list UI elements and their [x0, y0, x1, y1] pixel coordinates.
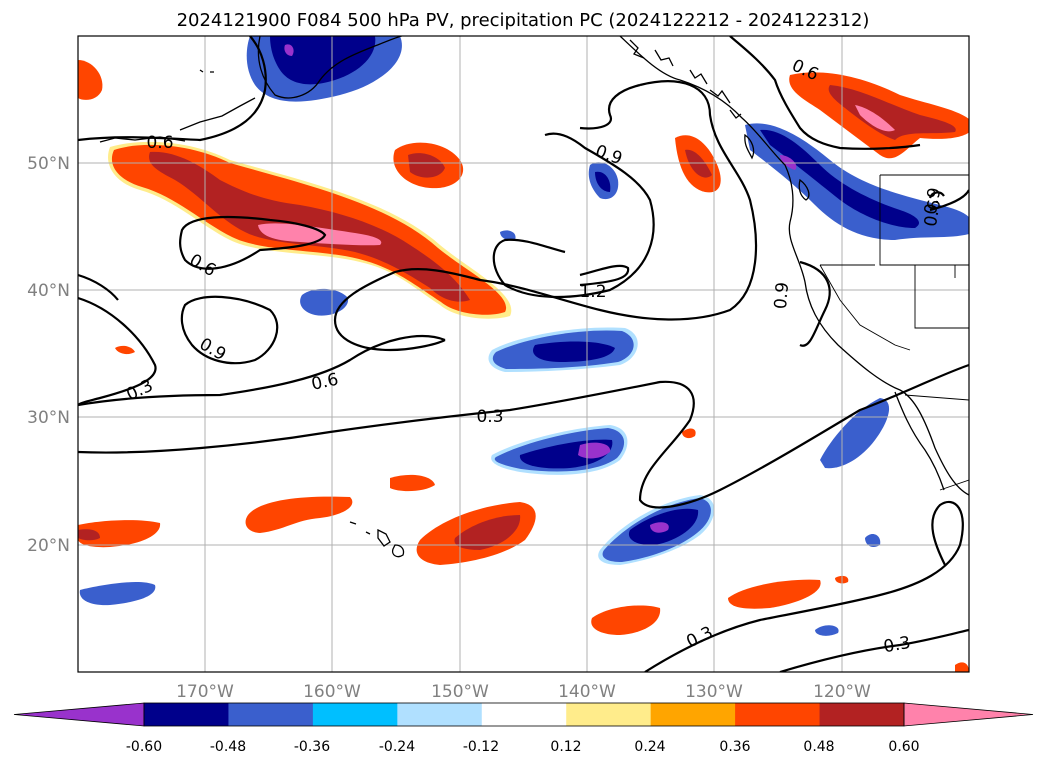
- colorbar-segment: [481, 703, 567, 726]
- lon-label: 160°W: [303, 682, 361, 702]
- gridlines: [78, 36, 969, 672]
- map-title: 2024121900 F084 500 hPa PV, precipitatio…: [177, 10, 870, 31]
- colorbar-segment: [566, 703, 652, 726]
- lon-label: 130°W: [685, 682, 743, 702]
- contour-label: 0.9: [921, 186, 945, 216]
- colorbar-segment: [650, 703, 736, 726]
- colorbar-tick-label: 0.48: [803, 739, 834, 755]
- contour-label: 0.6: [921, 198, 945, 228]
- contour-label: 0.3: [476, 407, 503, 427]
- contour-label: 0.9: [771, 281, 793, 310]
- lon-label: 170°W: [176, 682, 234, 702]
- colorbar-segment: [144, 703, 229, 726]
- contour-label: 1.2: [579, 282, 606, 302]
- colorbar-tick-label: 0.36: [719, 739, 750, 755]
- lat-label: 50°N: [27, 154, 70, 174]
- colorbar-tick-label: -0.60: [126, 739, 162, 755]
- colorbar-frame: [143, 702, 905, 727]
- colorbar-extend-low: [13, 702, 145, 727]
- colorbar-extend-high: [903, 702, 1034, 727]
- colorbar-segment: [819, 703, 905, 726]
- colorbar-segment: [228, 703, 314, 726]
- colorbar-tick-label: 0.24: [634, 739, 665, 755]
- lat-label: 40°N: [27, 281, 70, 301]
- colorbar-tick-label: -0.36: [294, 739, 330, 755]
- colorbar-tick-label: 0.60: [888, 739, 919, 755]
- lon-label: 140°W: [558, 682, 616, 702]
- colorbar: [13, 702, 1034, 727]
- map-frame: [77, 35, 970, 673]
- pv-contours: [78, 36, 969, 672]
- lat-label: 20°N: [27, 536, 70, 556]
- borders: [819, 174, 969, 491]
- colorbar-tick-label: -0.48: [210, 739, 246, 755]
- colorbar-tick-label: -0.24: [379, 739, 415, 755]
- lat-label: 30°N: [27, 408, 70, 428]
- latitude-labels: 50°N 40°N 30°N 20°N: [27, 154, 70, 556]
- lon-label: 120°W: [813, 682, 871, 702]
- colorbar-segment: [312, 703, 398, 726]
- colorbar-tick-label: -0.12: [463, 739, 499, 755]
- longitude-labels: 170°W 160°W 150°W 140°W 130°W 120°W: [176, 682, 871, 702]
- colorbar-segment: [397, 703, 483, 726]
- contour-label: 0.3: [882, 633, 912, 657]
- coastlines: [99, 36, 969, 558]
- lon-label: 150°W: [431, 682, 489, 702]
- colorbar-tick-labels: -0.60 -0.48 -0.36 -0.24 -0.12 0.12 0.24 …: [126, 739, 920, 755]
- colorbar-tick-label: 0.12: [550, 739, 581, 755]
- contour-label: 0.6: [146, 133, 173, 153]
- colorbar-segment: [735, 703, 821, 726]
